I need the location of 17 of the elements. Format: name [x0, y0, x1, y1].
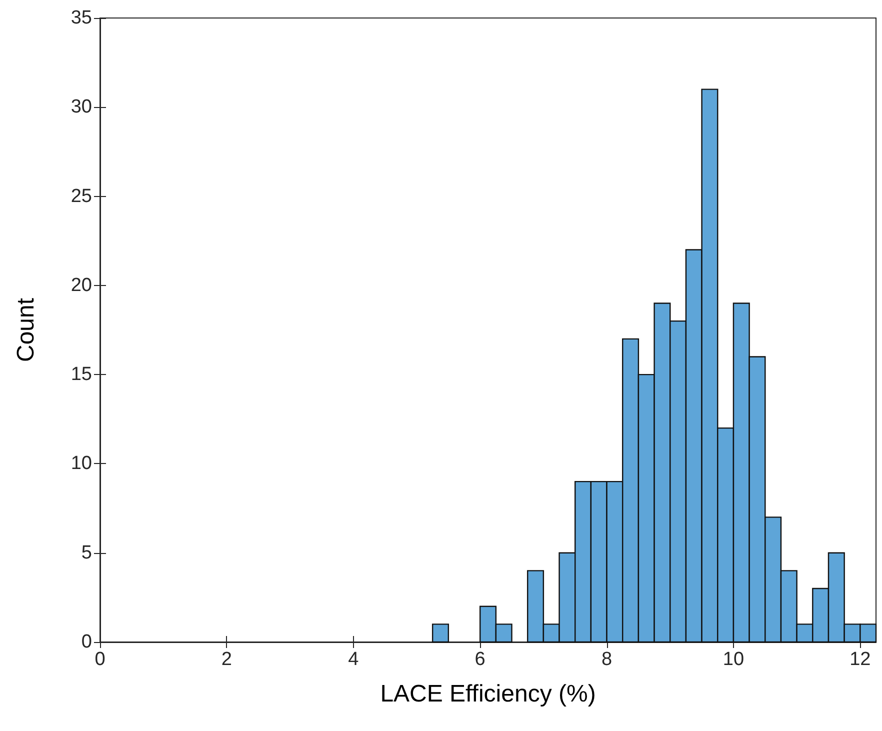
y-tick-label: 0 — [81, 632, 92, 652]
y-axis-title: Count — [12, 298, 40, 362]
y-tick-label: 15 — [70, 364, 92, 386]
x-axis-title: LACE Efficiency (%) — [380, 680, 596, 708]
x-tick-label: 8 — [601, 649, 612, 670]
y-tick-label: 5 — [81, 542, 92, 564]
y-tick-label: 30 — [70, 96, 92, 118]
x-tick-label: 2 — [221, 649, 232, 670]
y-tick-label: 10 — [70, 453, 92, 474]
y-tick-label: 20 — [70, 274, 92, 296]
x-tick-label: 0 — [94, 649, 106, 670]
y-tick-label: 25 — [70, 186, 92, 207]
x-tick-label: 4 — [348, 649, 360, 670]
x-tick-label: 6 — [474, 649, 486, 670]
x-tick-label: 10 — [722, 649, 744, 670]
y-tick-label: 35 — [70, 8, 92, 28]
x-tick-label: 12 — [850, 649, 871, 670]
